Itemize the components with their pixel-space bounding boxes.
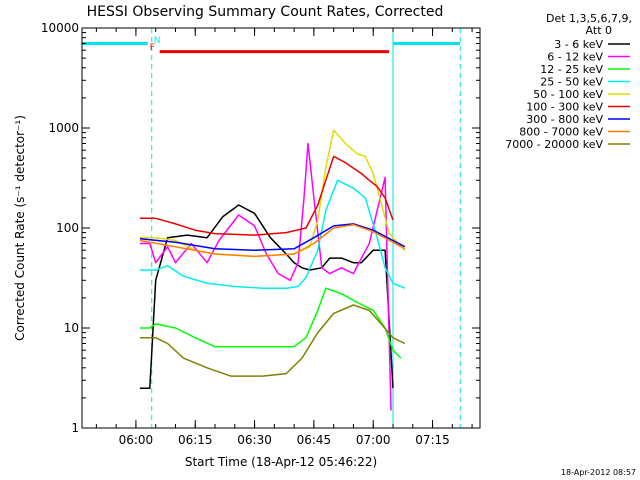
legend-label: 100 - 300 keV	[526, 101, 603, 114]
y-tick-label: 10000	[41, 21, 79, 35]
x-tick-label: 06:45	[297, 433, 332, 447]
y-axis-label: Corrected Count Rate (s⁻¹ detector⁻¹)	[13, 115, 27, 341]
y-tick-label: 1000	[48, 121, 79, 135]
series-line-5	[139, 155, 394, 236]
chart-title: HESSI Observing Summary Count Rates, Cor…	[87, 4, 444, 20]
flare-marker-label: F	[150, 43, 155, 53]
y-axis: 1 10 100 1000 10000	[41, 21, 480, 435]
x-tick-label: 07:00	[356, 433, 391, 447]
x-tick-label: 06:00	[119, 433, 154, 447]
legend-label: 7000 - 20000 keV	[505, 138, 603, 151]
series-line-1	[139, 142, 392, 411]
y-tick-label: 100	[56, 221, 79, 235]
x-axis: 06:00 06:15 06:30 06:45 07:00 07:15	[95, 28, 473, 447]
legend-label: 300 - 800 keV	[526, 113, 603, 126]
x-tick-label: 06:30	[237, 433, 272, 447]
legend-label: 50 - 100 keV	[533, 88, 603, 101]
x-tick-label: 06:15	[178, 433, 213, 447]
series-line-0	[139, 204, 394, 389]
series-line-7	[139, 223, 406, 258]
y-tick-label: 1	[71, 421, 79, 435]
x-tick-label: 07:15	[415, 433, 450, 447]
y-tick-label: 10	[64, 321, 79, 335]
legend-label: 3 - 6 keV	[554, 38, 603, 51]
legend-label: 800 - 7000 keV	[519, 126, 603, 139]
night-marker-label: N	[154, 36, 161, 46]
timestamp: 18-Apr-2012 08:57	[561, 468, 636, 477]
legend-label: 12 - 25 keV	[540, 63, 603, 76]
legend-label: 6 - 12 keV	[547, 51, 603, 64]
legend-header-line-1: Det 1,3,5,6,7,9,	[546, 12, 632, 25]
series-line-6	[139, 223, 406, 251]
legend-label: 25 - 50 keV	[540, 76, 603, 89]
x-axis-label: Start Time (18-Apr-12 05:46:22)	[185, 455, 377, 469]
legend-header-line-2: Att 0	[586, 24, 612, 37]
plot-area	[82, 28, 461, 428]
series-line-8	[139, 304, 406, 377]
series-line-2	[139, 287, 402, 359]
